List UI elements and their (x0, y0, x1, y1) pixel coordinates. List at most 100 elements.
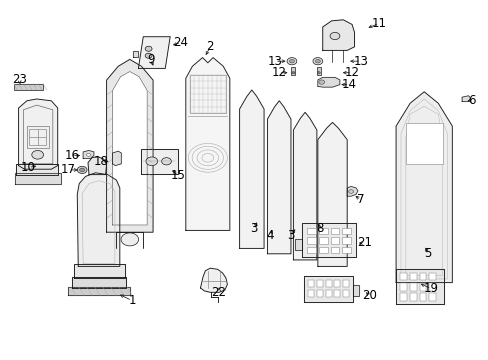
Polygon shape (352, 285, 358, 296)
Circle shape (348, 190, 353, 193)
Circle shape (315, 59, 320, 63)
Polygon shape (395, 92, 451, 283)
Polygon shape (395, 269, 443, 304)
Polygon shape (302, 223, 355, 257)
Circle shape (312, 58, 322, 65)
Polygon shape (77, 173, 120, 266)
Circle shape (121, 233, 139, 246)
Bar (342, 237, 350, 244)
Bar (316, 280, 322, 287)
Text: 4: 4 (266, 229, 274, 242)
Polygon shape (88, 157, 106, 175)
Polygon shape (317, 77, 339, 87)
Circle shape (329, 32, 339, 40)
Polygon shape (346, 186, 357, 196)
Text: 5: 5 (423, 247, 431, 260)
Bar (343, 290, 348, 297)
Bar (325, 280, 331, 287)
Bar (428, 283, 435, 291)
Text: 11: 11 (371, 17, 386, 30)
Polygon shape (461, 96, 469, 102)
Polygon shape (267, 101, 290, 254)
Polygon shape (304, 276, 352, 302)
Text: 13: 13 (353, 55, 367, 68)
Bar (399, 273, 406, 280)
Polygon shape (15, 173, 61, 184)
Bar (399, 293, 406, 301)
Circle shape (317, 72, 320, 74)
Text: 7: 7 (356, 193, 364, 206)
Circle shape (145, 53, 152, 58)
Circle shape (80, 168, 84, 172)
Polygon shape (112, 72, 147, 225)
Polygon shape (16, 164, 58, 175)
Polygon shape (293, 112, 316, 260)
Circle shape (289, 59, 294, 63)
Bar (405, 123, 442, 164)
Text: 15: 15 (171, 169, 185, 182)
Bar (291, 67, 295, 75)
Circle shape (318, 80, 324, 84)
Polygon shape (74, 264, 124, 278)
Text: 24: 24 (173, 36, 188, 49)
Polygon shape (185, 58, 229, 230)
Text: 12: 12 (344, 66, 359, 79)
Polygon shape (200, 268, 227, 292)
Text: 3: 3 (286, 229, 294, 242)
Bar (306, 228, 315, 234)
Text: 17: 17 (61, 163, 76, 176)
Bar (29, 129, 46, 145)
Bar (316, 67, 320, 75)
Circle shape (146, 157, 157, 166)
Circle shape (161, 158, 171, 165)
Bar (334, 280, 340, 287)
Bar (307, 280, 313, 287)
Text: 12: 12 (271, 66, 285, 79)
Polygon shape (133, 51, 138, 57)
Circle shape (291, 72, 294, 74)
Circle shape (145, 46, 152, 51)
Polygon shape (239, 90, 264, 248)
Bar (334, 290, 340, 297)
Bar (342, 228, 350, 234)
Circle shape (32, 150, 43, 159)
Bar (307, 290, 313, 297)
Bar (419, 293, 426, 301)
Polygon shape (68, 287, 129, 295)
Polygon shape (112, 151, 121, 166)
Bar (343, 280, 348, 287)
Text: 9: 9 (146, 53, 154, 66)
Bar (428, 273, 435, 280)
Polygon shape (19, 99, 58, 169)
Circle shape (286, 58, 296, 65)
Bar (342, 247, 350, 253)
Text: 2: 2 (206, 40, 214, 53)
Polygon shape (106, 59, 153, 232)
Text: 14: 14 (342, 78, 356, 91)
Polygon shape (322, 20, 354, 50)
Polygon shape (294, 239, 302, 250)
Bar (14, 84, 43, 90)
Bar (428, 293, 435, 301)
Bar (330, 247, 339, 253)
Polygon shape (138, 37, 170, 68)
Text: 1: 1 (128, 294, 136, 307)
Circle shape (86, 153, 90, 156)
Bar (419, 273, 426, 280)
Bar (419, 283, 426, 291)
Polygon shape (141, 149, 177, 174)
Text: 6: 6 (467, 94, 475, 107)
Bar (306, 237, 315, 244)
Bar (27, 126, 49, 148)
Text: 21: 21 (356, 237, 371, 249)
Bar (399, 283, 406, 291)
Text: 19: 19 (423, 282, 438, 295)
Bar (318, 237, 327, 244)
Bar (189, 75, 225, 113)
Text: 13: 13 (267, 55, 282, 68)
Bar (318, 228, 327, 234)
Text: 16: 16 (64, 149, 79, 162)
Bar (409, 283, 416, 291)
Circle shape (77, 166, 87, 174)
Text: 10: 10 (21, 161, 36, 174)
